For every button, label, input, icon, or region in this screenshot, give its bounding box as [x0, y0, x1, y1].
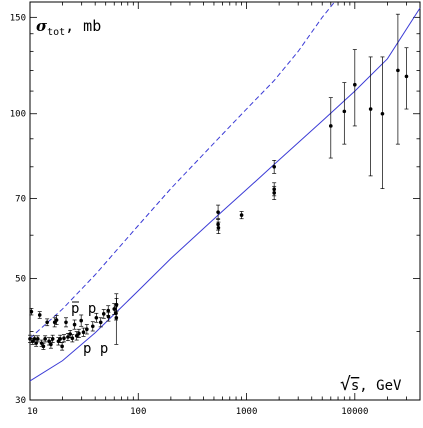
data-point	[272, 165, 276, 169]
data-point	[90, 324, 95, 329]
y-tick-label: 50	[15, 275, 26, 285]
data-point	[368, 107, 373, 111]
data-point	[112, 307, 117, 311]
data-point	[58, 337, 62, 341]
data-point	[68, 332, 72, 336]
data-point	[29, 309, 34, 314]
y-axis-title: σtot, mb	[36, 17, 101, 38]
data-point	[239, 213, 244, 217]
data-point	[62, 336, 66, 341]
data-point	[81, 330, 86, 334]
y-tick-label: 150	[10, 13, 26, 23]
data-point	[328, 124, 333, 128]
data-point	[404, 74, 409, 79]
data-point	[353, 82, 357, 87]
data-point	[64, 320, 68, 325]
pbar-p-annotation: p p	[71, 301, 96, 317]
data-point	[72, 322, 77, 327]
data-point	[114, 315, 119, 320]
plot-frame	[29, 1, 421, 401]
data-point	[35, 337, 40, 341]
pp-annotation: p p	[83, 341, 108, 357]
data-point	[74, 333, 79, 338]
data-point	[342, 109, 347, 114]
data-point	[79, 318, 83, 323]
axis-ticks: 10 100 1000 10000 30 50 70 100 150	[10, 1, 421, 417]
x-tick-label: 100	[130, 407, 146, 417]
x-tick-label: 10	[27, 407, 38, 417]
data-point	[77, 331, 81, 336]
data-point	[380, 111, 385, 116]
data-point	[47, 339, 51, 344]
x-axis-title: √s, GeV	[340, 374, 402, 395]
data-point	[54, 318, 59, 322]
data-point	[60, 344, 64, 349]
data-point	[43, 337, 47, 341]
solid-fit-curve	[29, 7, 421, 382]
data-point	[50, 337, 55, 341]
y-tick-label: 30	[15, 396, 26, 406]
data-point	[49, 342, 53, 347]
x-tick-label: 1000	[236, 407, 258, 417]
data-point	[101, 312, 106, 316]
data-point	[45, 320, 49, 325]
y-tick-label: 70	[15, 195, 26, 205]
data-point	[216, 210, 220, 214]
data-point	[37, 313, 42, 317]
data-point	[114, 302, 119, 307]
data-point	[106, 314, 111, 319]
data-point	[70, 336, 75, 341]
data-point	[396, 68, 400, 73]
data-point	[216, 225, 221, 230]
data-point	[85, 327, 89, 332]
data-point	[66, 335, 70, 339]
data-point	[41, 344, 46, 349]
x-tick-label: 10000	[341, 407, 368, 417]
fit-curves	[29, 1, 421, 382]
data-point	[106, 308, 111, 313]
y-tick-label: 100	[10, 110, 26, 120]
data-point	[28, 337, 32, 341]
data-point	[272, 191, 276, 195]
data-point	[98, 320, 103, 325]
dashed-fit-curve	[29, 1, 335, 339]
data-point	[94, 315, 99, 320]
data-points	[28, 13, 409, 351]
